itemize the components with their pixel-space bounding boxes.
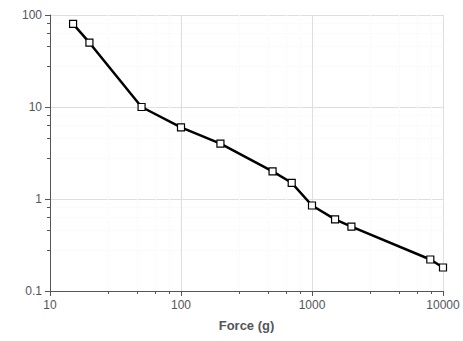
svg-text:100: 100 <box>171 298 191 312</box>
svg-text:100: 100 <box>22 8 42 22</box>
svg-text:0.1: 0.1 <box>25 284 42 298</box>
svg-text:10: 10 <box>43 298 57 312</box>
svg-text:1: 1 <box>35 192 42 206</box>
svg-text:10000: 10000 <box>426 298 460 312</box>
svg-text:Force (g): Force (g) <box>219 318 275 333</box>
svg-text:1000: 1000 <box>299 298 326 312</box>
svg-text:10: 10 <box>29 100 43 114</box>
